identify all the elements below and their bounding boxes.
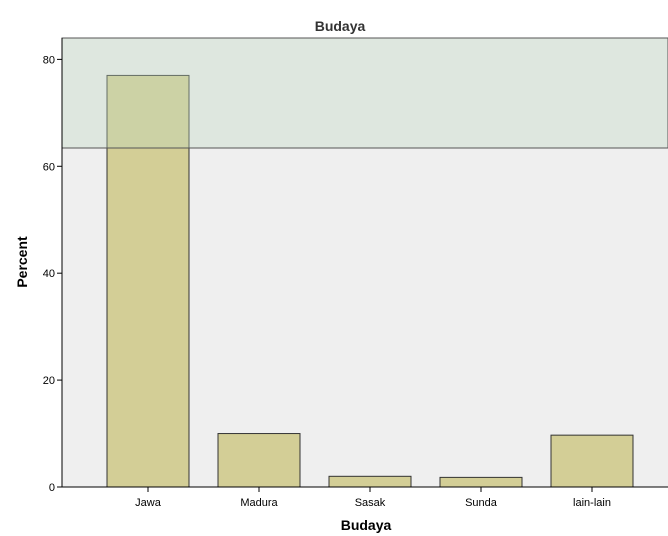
x-ticks-group: Jawa Madura Sasak Sunda lain-lain	[135, 487, 611, 509]
y-tick-label: 40	[43, 268, 55, 280]
x-tick-label: Madura	[240, 497, 278, 509]
x-axis-title: Budaya	[341, 517, 392, 533]
y-ticks-group: 0 20 40 60 80	[43, 54, 62, 494]
chart-title: Budaya	[315, 18, 366, 34]
bar-sasak	[328, 475, 412, 488]
y-axis-title: Percent	[14, 236, 30, 288]
bar-lain-lain	[550, 434, 634, 488]
bars-group	[106, 74, 634, 488]
y-tick-label: 0	[49, 482, 55, 494]
y-tick-label: 20	[43, 375, 55, 387]
x-tick-label: Sasak	[355, 497, 386, 509]
y-tick-label: 80	[43, 54, 55, 66]
x-tick-label: Jawa	[135, 497, 162, 509]
bar-sunda	[439, 476, 523, 488]
y-tick-label: 60	[43, 161, 55, 173]
title-band	[61, 37, 668, 149]
x-tick-label: lain-lain	[573, 497, 611, 509]
bar-madura	[217, 433, 301, 488]
bar-jawa	[106, 74, 190, 488]
x-tick-label: Sunda	[465, 497, 498, 509]
